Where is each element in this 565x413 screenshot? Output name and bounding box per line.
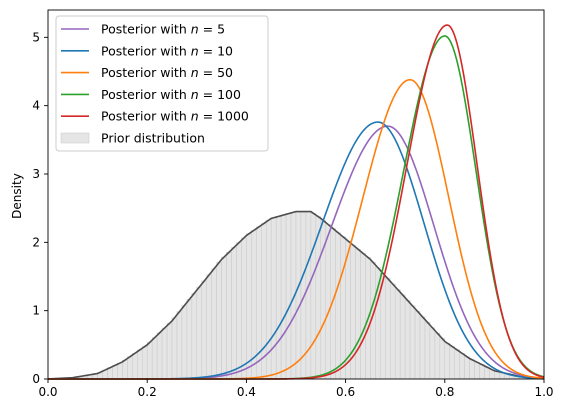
prior-histogram-bar [375, 267, 381, 380]
x-tick-label: 0.2 [138, 385, 157, 399]
prior-histogram-bar [146, 342, 153, 380]
prior-histogram-bar [181, 305, 188, 380]
y-tick-label: 4 [32, 99, 40, 113]
y-axis-label: Density [10, 173, 24, 219]
legend-swatch-prior [60, 132, 90, 144]
y-tick-label: 3 [32, 167, 40, 181]
legend-label: Posterior with n = 10 [101, 43, 233, 58]
legend-label: Posterior with n = 100 [101, 87, 241, 102]
prior-histogram-bar [231, 247, 237, 380]
prior-histogram-bar [340, 236, 346, 380]
y-tick-label: 5 [32, 30, 40, 44]
prior-histogram-bar [156, 332, 163, 380]
prior-histogram-bar [127, 356, 133, 380]
prior-histogram-bar [439, 338, 446, 380]
x-tick-label: 0.0 [38, 385, 57, 399]
prior-histogram-bar [191, 292, 198, 380]
prior-histogram-bar [444, 342, 451, 380]
prior-histogram-bar [137, 349, 143, 380]
prior-histogram-bar [469, 359, 475, 380]
prior-histogram-bar [151, 337, 158, 380]
prior-histogram-bar [246, 233, 252, 380]
prior-histogram-bar [270, 217, 277, 380]
prior-histogram-bar [434, 332, 441, 380]
prior-histogram-bar [211, 268, 217, 380]
prior-histogram-bar [275, 216, 282, 380]
x-tick-label: 0.8 [435, 385, 454, 399]
prior-histogram-bar [484, 366, 490, 380]
plot-area [47, 24, 545, 380]
x-tick-label: 0.6 [336, 385, 355, 399]
prior-histogram-bar [241, 237, 247, 380]
prior-histogram-bar [474, 361, 480, 380]
prior-histogram-bar [419, 316, 426, 380]
prior-histogram-bar [310, 213, 317, 380]
y-tick-label: 0 [32, 372, 40, 386]
x-tick-label: 1.0 [534, 385, 553, 399]
prior-histogram-bar [132, 353, 138, 380]
prior-histogram-bar [201, 280, 207, 380]
prior-histogram-bar [464, 356, 470, 380]
prior-histogram-bar [360, 253, 366, 380]
y-tick-label: 2 [32, 235, 40, 249]
legend-label: Posterior with n = 5 [101, 22, 225, 37]
prior-histogram-bar [221, 256, 227, 380]
prior-histogram-bar [117, 362, 123, 380]
axes-frame [47, 9, 545, 380]
legend-box [55, 15, 269, 152]
axes: 0.0 0.2 0.4 0.6 0.8 1.0 0 1 2 3 4 5 [32, 9, 554, 399]
prior-histogram-bar [161, 327, 168, 380]
prior-histogram-bar [256, 226, 262, 380]
legend: Posterior with n = 5 Posterior with n = 1… [55, 15, 269, 152]
prior-histogram-bar [206, 274, 212, 380]
prior-histogram-bar [414, 311, 421, 380]
prior-histogram-bar [429, 327, 436, 380]
prior-histogram-bar [355, 248, 361, 380]
prior-histogram-bar [280, 214, 287, 380]
prior-histogram-bar [454, 349, 460, 380]
prior-histogram-bar [394, 289, 401, 380]
prior-histogram-bar [141, 346, 148, 380]
prior-histogram-bar [399, 294, 406, 380]
prior-histogram-bar [459, 353, 465, 380]
prior-histogram-bar [236, 242, 242, 380]
prior-histogram-bar [226, 251, 232, 380]
prior-histogram-bar [385, 278, 391, 380]
prior-histogram-bar [449, 346, 455, 380]
prior-histogram-bar [409, 305, 416, 380]
legend-label: Posterior with n = 1000 [101, 109, 249, 124]
legend-label: Posterior with n = 50 [101, 65, 233, 80]
prior-histogram-bar [335, 232, 341, 380]
prior-histogram-bar [389, 283, 396, 380]
prior-histogram-bar [176, 311, 183, 380]
prior-histogram-bar [112, 365, 118, 380]
prior-histogram-bar [424, 322, 431, 380]
prior-histogram-bar [325, 224, 331, 380]
prior-histogram-bar [186, 299, 193, 380]
prior-histogram-bar [216, 262, 222, 380]
prior-histogram-bar [122, 359, 128, 380]
y-tick-label: 1 [32, 304, 40, 318]
prior-histogram-bar [479, 364, 485, 380]
prior-histogram-bar [166, 323, 173, 380]
prior-histogram-bar [295, 211, 302, 380]
prior-histogram-bar [305, 211, 312, 380]
prior-density-line [47, 210, 545, 380]
legend-label-prior: Prior distribution [101, 131, 205, 146]
prior-histogram-bar [285, 213, 292, 380]
prior-histogram-bar [171, 317, 178, 380]
x-tick-label: 0.4 [237, 385, 256, 399]
prior-histogram-bar [196, 286, 203, 380]
prior-histogram-bar [404, 300, 411, 380]
